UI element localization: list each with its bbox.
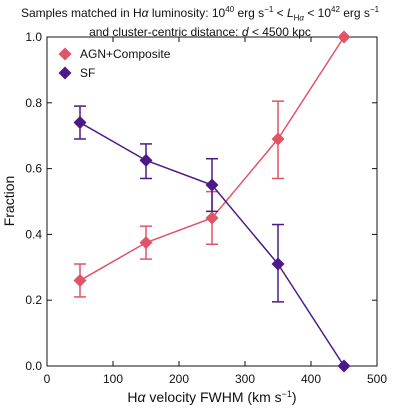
- x-tick-label: 500: [367, 372, 387, 386]
- data-point: [73, 273, 87, 287]
- data-point: [73, 116, 87, 130]
- y-axis-label: Fraction: [1, 176, 17, 227]
- y-tick-label: 0.8: [25, 96, 42, 110]
- data-point: [337, 30, 351, 44]
- data-point: [337, 359, 351, 373]
- chart-title: Samples matched in Hα luminosity: 1040 e…: [0, 2, 400, 40]
- title-line-2: and cluster-centric distance: d < 4500 k…: [89, 25, 311, 40]
- legend: AGN+Composite SF: [58, 47, 171, 80]
- legend-label: AGN+Composite: [80, 47, 171, 61]
- legend-marker: [58, 66, 72, 80]
- series-sf: [73, 105, 351, 373]
- data-point: [205, 178, 219, 192]
- x-tick-label: 300: [235, 372, 255, 386]
- data-point: [271, 257, 285, 271]
- title-line-1: Samples matched in Hα luminosity: 1040 e…: [20, 5, 380, 23]
- series-agn-composite: [73, 30, 351, 298]
- x-axis-label: Hα velocity FWHM (km s−1): [127, 389, 296, 405]
- x-tick-label: 0: [44, 372, 51, 386]
- x-tick-label: 200: [169, 372, 189, 386]
- x-tick-label: 400: [301, 372, 321, 386]
- legend-label: SF: [80, 66, 95, 80]
- data-point: [139, 236, 153, 250]
- data-point: [205, 211, 219, 225]
- x-tick-label: 100: [103, 372, 123, 386]
- y-tick-label: 1.0: [25, 30, 42, 44]
- data-point: [139, 153, 153, 167]
- y-tick-label: 0.2: [25, 293, 42, 307]
- y-tick-label: 0.4: [25, 227, 42, 241]
- y-tick-label: 0.0: [25, 359, 42, 373]
- legend-marker: [58, 47, 72, 61]
- y-tick-label: 0.6: [25, 162, 42, 176]
- data-point: [271, 132, 285, 146]
- plot-frame: [46, 36, 378, 367]
